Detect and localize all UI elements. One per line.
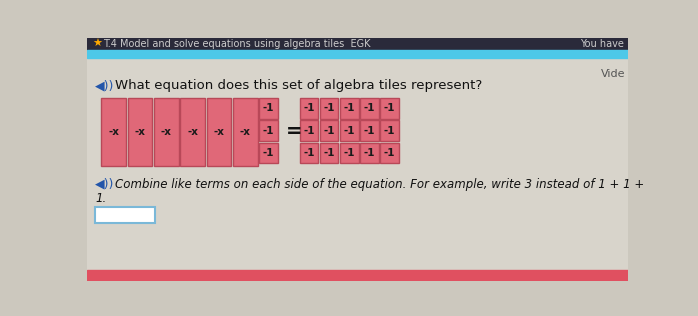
Text: -x: -x <box>187 127 198 137</box>
Text: -1: -1 <box>384 148 395 158</box>
Text: ★: ★ <box>92 39 102 49</box>
Text: -1: -1 <box>303 126 315 136</box>
Text: 1.: 1. <box>95 191 106 204</box>
Text: -1: -1 <box>364 126 375 136</box>
FancyBboxPatch shape <box>259 98 278 119</box>
Text: T.4 Model and solve equations using algebra tiles  EGK: T.4 Model and solve equations using alge… <box>103 39 370 49</box>
Text: -x: -x <box>161 127 172 137</box>
FancyBboxPatch shape <box>180 98 205 166</box>
Text: -x: -x <box>214 127 225 137</box>
Text: -1: -1 <box>384 126 395 136</box>
FancyBboxPatch shape <box>380 98 399 119</box>
Text: ◀)): ◀)) <box>95 79 114 92</box>
Text: You have: You have <box>579 39 623 49</box>
FancyBboxPatch shape <box>360 98 378 119</box>
FancyBboxPatch shape <box>380 120 399 141</box>
Text: -1: -1 <box>263 148 274 158</box>
FancyBboxPatch shape <box>299 98 318 119</box>
FancyBboxPatch shape <box>360 120 378 141</box>
Text: -1: -1 <box>364 148 375 158</box>
FancyBboxPatch shape <box>320 98 339 119</box>
Text: -1: -1 <box>303 148 315 158</box>
FancyBboxPatch shape <box>101 98 126 166</box>
FancyBboxPatch shape <box>259 143 278 163</box>
Text: -1: -1 <box>323 148 335 158</box>
Text: Combine like terms on each side of the equation. For example, write 3 instead of: Combine like terms on each side of the e… <box>115 178 644 191</box>
Text: -1: -1 <box>384 103 395 113</box>
FancyBboxPatch shape <box>340 98 359 119</box>
Text: =: = <box>285 122 302 141</box>
Text: -1: -1 <box>323 103 335 113</box>
Text: Vide: Vide <box>602 69 626 79</box>
Text: What equation does this set of algebra tiles represent?: What equation does this set of algebra t… <box>115 79 482 92</box>
Bar <box>87 50 628 58</box>
FancyBboxPatch shape <box>380 143 399 163</box>
FancyBboxPatch shape <box>299 120 318 141</box>
Text: -1: -1 <box>303 103 315 113</box>
FancyBboxPatch shape <box>299 143 318 163</box>
Text: -1: -1 <box>263 126 274 136</box>
FancyBboxPatch shape <box>128 98 152 166</box>
FancyBboxPatch shape <box>340 143 359 163</box>
Text: -x: -x <box>240 127 251 137</box>
Text: -1: -1 <box>343 103 355 113</box>
FancyBboxPatch shape <box>154 98 179 166</box>
FancyBboxPatch shape <box>259 120 278 141</box>
FancyBboxPatch shape <box>320 120 339 141</box>
Text: -1: -1 <box>263 103 274 113</box>
FancyBboxPatch shape <box>233 98 258 166</box>
Bar <box>87 270 628 281</box>
FancyBboxPatch shape <box>320 143 339 163</box>
Text: -x: -x <box>108 127 119 137</box>
Text: -x: -x <box>135 127 145 137</box>
Text: -1: -1 <box>364 103 375 113</box>
FancyBboxPatch shape <box>95 207 156 223</box>
FancyBboxPatch shape <box>340 120 359 141</box>
Text: ◀)): ◀)) <box>95 178 114 191</box>
FancyBboxPatch shape <box>207 98 232 166</box>
Text: -1: -1 <box>323 126 335 136</box>
Bar <box>87 38 628 50</box>
FancyBboxPatch shape <box>360 143 378 163</box>
Text: -1: -1 <box>343 126 355 136</box>
Text: -1: -1 <box>343 148 355 158</box>
